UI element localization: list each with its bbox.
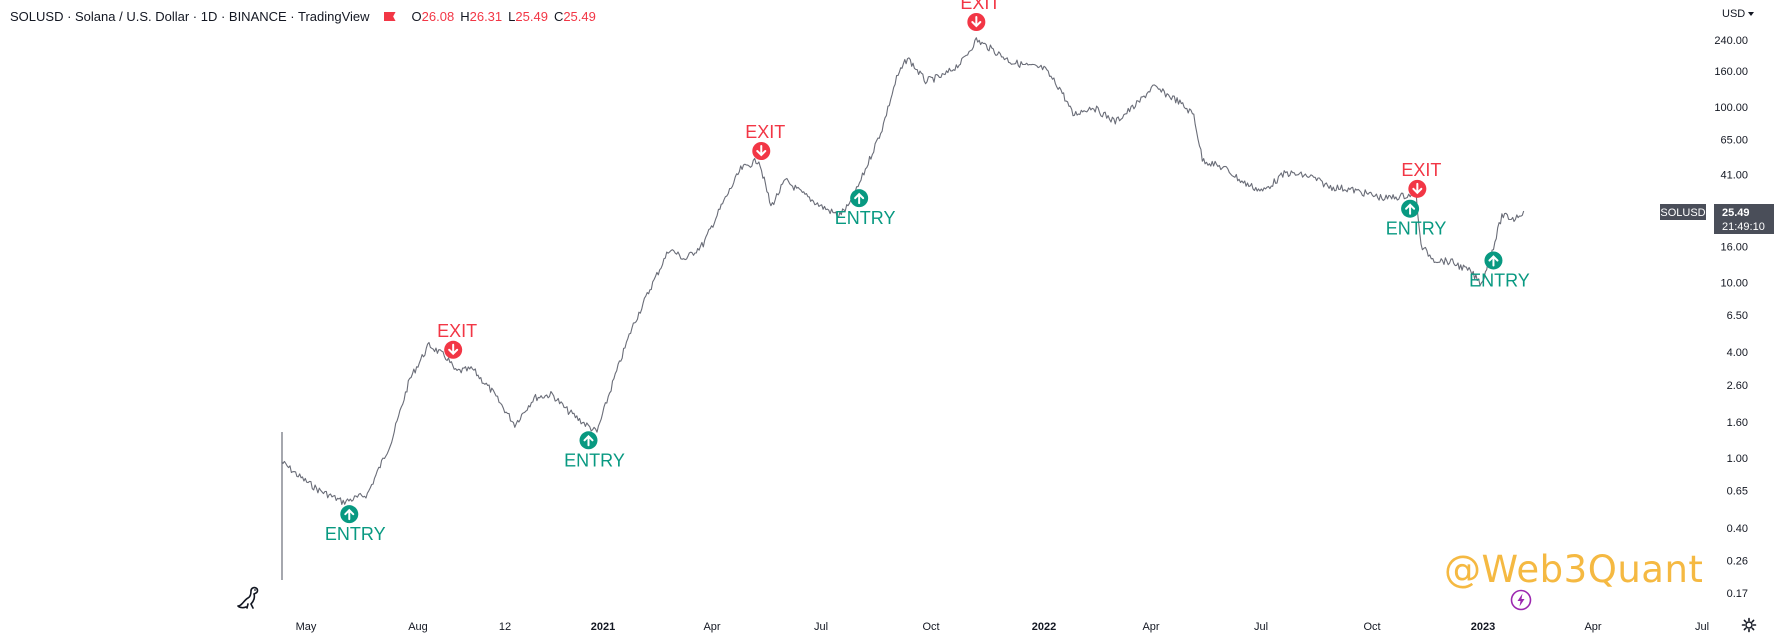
y-tick-label: 1.00 bbox=[1727, 453, 1748, 465]
y-tick-label: 2.60 bbox=[1727, 380, 1748, 392]
entry-label: ENTRY bbox=[1386, 219, 1447, 239]
y-tick-label: 100.00 bbox=[1714, 102, 1748, 114]
lightning-icon[interactable] bbox=[1510, 589, 1532, 611]
price-series-line bbox=[281, 37, 1525, 505]
x-tick-label: May bbox=[296, 621, 317, 633]
x-tick-label: Apr bbox=[1584, 621, 1601, 633]
x-tick-label: Oct bbox=[922, 621, 939, 633]
time-axis[interactable]: May Aug 12 2021 Apr Jul Oct 2022 Apr Jul Oct 2023 Ap… bbox=[296, 621, 1709, 633]
y-tick-label: 65.00 bbox=[1720, 135, 1748, 147]
entry-label: ENTRY bbox=[1469, 270, 1530, 290]
flag-icon[interactable] bbox=[383, 12, 396, 21]
x-tick-label: Jul bbox=[1695, 621, 1709, 633]
symbol-tag: SOLUSD bbox=[1660, 207, 1705, 219]
watermark-text: @Web3Quant bbox=[1444, 548, 1704, 591]
y-tick-label: 41.00 bbox=[1720, 170, 1748, 182]
arrow-down-icon bbox=[756, 145, 767, 157]
exit-label: EXIT bbox=[437, 321, 477, 341]
entry-signal[interactable]: ENTRY bbox=[1469, 251, 1530, 290]
y-tick-label: 10.00 bbox=[1720, 277, 1748, 289]
price-axis[interactable]: 240.00 160.00 100.00 65.00 41.00 16.00 10.00 6.… bbox=[1714, 35, 1748, 600]
exit-label: EXIT bbox=[960, 0, 1000, 13]
arrow-down-icon bbox=[971, 16, 982, 28]
entry-label: ENTRY bbox=[835, 208, 896, 228]
symbol-title[interactable]: SOLUSD · Solana / U.S. Dollar · 1D · BIN… bbox=[10, 9, 370, 24]
y-tick-label: 4.00 bbox=[1727, 347, 1748, 359]
x-tick-label: Apr bbox=[1142, 621, 1159, 633]
entry-signal[interactable]: ENTRY bbox=[564, 431, 625, 470]
arrow-up-icon bbox=[854, 192, 865, 205]
entry-label: ENTRY bbox=[564, 450, 625, 470]
exit-signal[interactable]: EXIT bbox=[745, 122, 785, 161]
x-tick-label: Oct bbox=[1363, 621, 1380, 633]
arrow-up-icon bbox=[1405, 203, 1416, 215]
currency-selector[interactable]: USD bbox=[1722, 8, 1754, 20]
y-tick-label: 0.17 bbox=[1727, 588, 1748, 600]
symbol-legend: SOLUSD · Solana / U.S. Dollar · 1D · BIN… bbox=[10, 9, 596, 24]
x-tick-label: 12 bbox=[499, 621, 511, 633]
y-tick-label: 240.00 bbox=[1714, 35, 1748, 47]
y-tick-label: 0.65 bbox=[1727, 486, 1748, 498]
symbol-tag-bg bbox=[1660, 204, 1706, 220]
price-tag-bg bbox=[1714, 204, 1774, 234]
price-tag-countdown: 21:49:10 bbox=[1722, 221, 1765, 233]
entry-signal[interactable]: ENTRY bbox=[1386, 199, 1447, 239]
ohlc-close: C25.49 bbox=[553, 9, 596, 24]
x-tick-label: 2023 bbox=[1471, 621, 1495, 633]
exit-signal[interactable]: EXIT bbox=[960, 0, 1000, 31]
x-tick-label: 2021 bbox=[591, 621, 615, 633]
price-tag-value: 25.49 bbox=[1722, 207, 1750, 219]
y-tick-label: 160.00 bbox=[1714, 66, 1748, 78]
trade-signals: ENTRY EXIT ENTRY EXIT ENTRY EXIT ENTRY EXIT ENTR… bbox=[325, 0, 1530, 544]
last-price-label: SOLUSD 25.49 21:49:10 bbox=[1660, 204, 1774, 234]
exit-label: EXIT bbox=[1401, 160, 1441, 180]
x-tick-label: Jul bbox=[814, 621, 828, 633]
x-tick-label: 2022 bbox=[1032, 621, 1056, 633]
x-tick-label: Apr bbox=[703, 621, 720, 633]
y-tick-label: 0.40 bbox=[1727, 523, 1748, 535]
y-tick-label: 1.60 bbox=[1727, 417, 1748, 429]
arrow-up-icon bbox=[1488, 255, 1499, 267]
x-tick-label: Jul bbox=[1254, 621, 1268, 633]
exit-signal[interactable]: EXIT bbox=[1401, 160, 1441, 198]
y-tick-label: 16.00 bbox=[1720, 241, 1748, 253]
ohlc-low: L25.49 bbox=[508, 9, 548, 24]
arrow-up-icon bbox=[344, 508, 355, 521]
ohlc-high: H26.31 bbox=[460, 9, 503, 24]
entry-signal[interactable]: ENTRY bbox=[835, 189, 896, 228]
dinosaur-logo-icon[interactable] bbox=[236, 586, 264, 610]
arrow-down-icon bbox=[448, 343, 459, 356]
y-tick-label: 0.26 bbox=[1727, 556, 1748, 568]
gear-icon[interactable] bbox=[1741, 617, 1757, 633]
exit-label: EXIT bbox=[745, 122, 785, 142]
arrow-down-icon bbox=[1412, 182, 1423, 195]
exit-signal[interactable]: EXIT bbox=[437, 321, 477, 359]
entry-label: ENTRY bbox=[325, 524, 386, 544]
entry-signal[interactable]: ENTRY bbox=[325, 505, 386, 544]
arrow-up-icon bbox=[583, 434, 594, 447]
ohlc-open: O26.08 bbox=[411, 9, 455, 24]
x-tick-label: Aug bbox=[408, 621, 428, 633]
y-tick-label: 6.50 bbox=[1727, 310, 1748, 322]
